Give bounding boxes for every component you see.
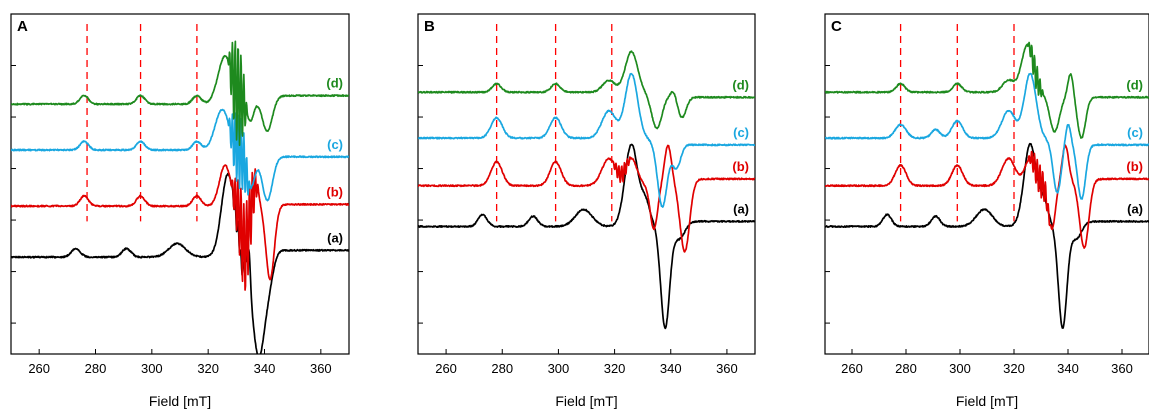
series-line — [825, 142, 1149, 329]
x-tick-label: 340 — [660, 361, 682, 376]
series-line — [11, 40, 349, 147]
plot-area — [825, 24, 1149, 329]
panel-b: 260 280 300 320 340 360 Field [mT] B (a) (b) (c) (d… — [417, 13, 756, 409]
x-tick-label: 260 — [28, 361, 50, 376]
series-label: (a) — [733, 201, 749, 216]
x-tick-label: 320 — [604, 361, 626, 376]
series-line — [825, 41, 1149, 139]
series-line — [825, 72, 1149, 200]
x-tick-label: 280 — [491, 361, 513, 376]
series-label: (d) — [1126, 77, 1143, 92]
x-tick-label: 320 — [197, 361, 219, 376]
series-label: (a) — [327, 230, 343, 245]
series-label: (c) — [733, 125, 749, 140]
series-label: (a) — [1127, 201, 1143, 216]
series-line — [11, 172, 349, 354]
series-label: (b) — [1126, 159, 1143, 174]
x-tick-label: 340 — [1057, 361, 1079, 376]
panel-label: A — [17, 18, 28, 35]
x-tick-label: 320 — [1003, 361, 1025, 376]
x-tick-label: 300 — [949, 361, 971, 376]
series-label: (b) — [732, 159, 749, 174]
plot-frame — [824, 13, 1149, 355]
series-line — [11, 164, 349, 291]
x-tick-label: 260 — [841, 361, 863, 376]
series-label: (b) — [326, 184, 343, 199]
x-axis-label: Field [mT] — [956, 393, 1018, 409]
series-line — [418, 144, 755, 253]
plot-frame — [10, 13, 350, 355]
series-label: (c) — [327, 137, 343, 152]
x-tick-label: 300 — [548, 361, 570, 376]
series-label: (c) — [1127, 125, 1143, 140]
x-tick-label: 360 — [716, 361, 738, 376]
series-line — [11, 108, 349, 202]
x-tick-label: 340 — [254, 361, 276, 376]
plot-area — [11, 24, 349, 354]
x-tick-label: 260 — [435, 361, 457, 376]
panel-label: B — [424, 18, 435, 35]
x-tick-label: 360 — [1111, 361, 1133, 376]
x-tick-label: 280 — [895, 361, 917, 376]
series-line — [418, 72, 755, 208]
x-tick-label: 300 — [141, 361, 163, 376]
x-tick-label: 280 — [85, 361, 107, 376]
plot-area — [418, 24, 755, 330]
panel-label: C — [831, 18, 842, 35]
x-axis-label: Field [mT] — [149, 393, 211, 409]
panel-a: 260 280 300 320 340 360 Field [mT] A (a) (b) (c) (d… — [10, 13, 350, 409]
series-line — [825, 144, 1149, 249]
panel-c: 260 280 300 320 340 360 Field [mT] C (a) (b) (c) (d… — [824, 13, 1149, 409]
series-label: (d) — [326, 76, 343, 91]
x-axis-label: Field [mT] — [555, 393, 617, 409]
plot-frame — [417, 13, 756, 355]
x-tick-label: 360 — [310, 361, 332, 376]
series-label: (d) — [732, 77, 749, 92]
series-line — [418, 50, 755, 130]
series-line — [418, 143, 755, 330]
